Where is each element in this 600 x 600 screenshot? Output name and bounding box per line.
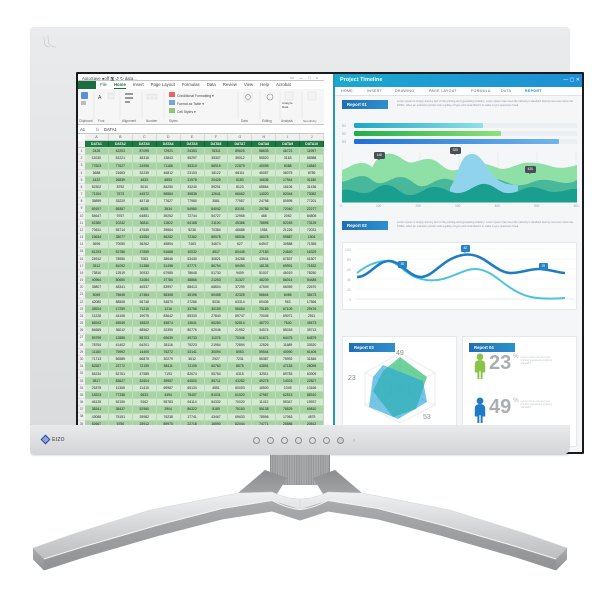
svg-text:Number: Number (146, 119, 158, 123)
svg-text:Editing: Editing (262, 119, 272, 123)
svg-text:60: 60 (347, 268, 351, 272)
svg-text:A: A (98, 95, 102, 101)
svg-text:49: 49 (396, 350, 404, 357)
svg-text:Styles: Styles (169, 119, 178, 123)
svg-text:Sensitivity: Sensitivity (303, 119, 317, 123)
svg-text:Clipboard: Clipboard (79, 119, 93, 123)
svg-text:0: 0 (349, 298, 351, 302)
svg-text:Conditional Formatting ▾: Conditional Formatting ▾ (177, 94, 214, 98)
svg-text:23: 23 (348, 375, 356, 382)
svg-text:100: 100 (345, 248, 351, 252)
svg-text:Data: Data (282, 105, 289, 109)
svg-text:Cell Styles ▾: Cell Styles ▾ (177, 110, 196, 114)
svg-text:Alignment: Alignment (122, 119, 136, 123)
svg-text:Font: Font (98, 119, 104, 123)
svg-text:40: 40 (347, 278, 351, 282)
svg-text:80: 80 (347, 258, 351, 262)
svg-text:53: 53 (423, 414, 431, 421)
svg-text:Analysis: Analysis (281, 119, 293, 123)
svg-text:Format as Table ▾: Format as Table ▾ (177, 102, 204, 106)
svg-text:Data: Data (241, 119, 248, 123)
svg-text:20: 20 (347, 288, 351, 292)
